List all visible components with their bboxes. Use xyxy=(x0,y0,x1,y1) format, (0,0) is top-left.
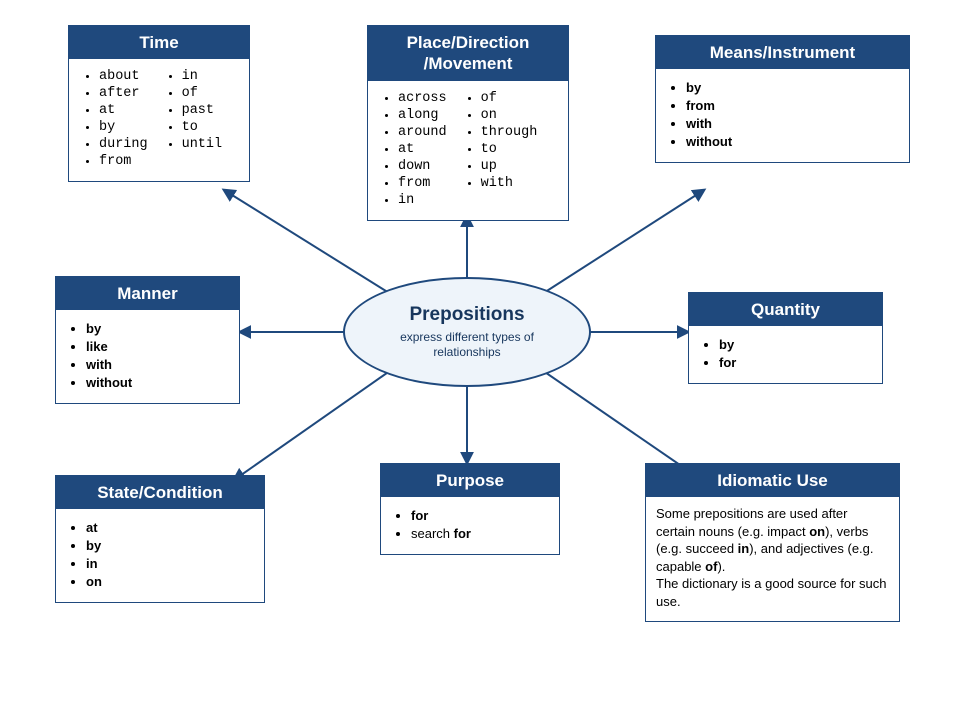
card-purpose-header: Purpose xyxy=(381,464,559,497)
word-item: in xyxy=(398,193,447,208)
arrow xyxy=(234,368,394,480)
word-item: about xyxy=(99,69,148,84)
example-item: at xyxy=(86,520,254,535)
word-item: in xyxy=(182,69,223,84)
word-item: along xyxy=(398,108,447,123)
example-item: with xyxy=(686,116,899,131)
example-item: by xyxy=(686,80,899,95)
card-manner: Manner by like with without xyxy=(55,276,240,404)
word-item: after xyxy=(99,86,148,101)
example-item: for xyxy=(411,508,549,523)
word-item: through xyxy=(481,125,538,140)
word-item: up xyxy=(481,159,538,174)
example-item: without xyxy=(86,375,229,390)
card-idiomatic-body: Some prepositions are used after certain… xyxy=(646,497,899,620)
word-item: until xyxy=(182,137,223,152)
card-place: Place/Direction/Movement across along arou… xyxy=(367,25,569,221)
card-time-body: about after at by during from in of past to until xyxy=(79,67,239,171)
card-idiomatic: Idiomatic Use Some prepositions are used… xyxy=(645,463,900,622)
card-time-header: Time xyxy=(69,26,249,59)
word-item: of xyxy=(182,86,223,101)
word-item: to xyxy=(182,120,223,135)
word-item: at xyxy=(398,142,447,157)
word-item: at xyxy=(99,103,148,118)
center-subtitle: express different types of relationships xyxy=(365,330,569,360)
center-title: Prepositions xyxy=(409,304,524,326)
word-item: across xyxy=(398,91,447,106)
example-item: by xyxy=(86,321,229,336)
example-item: on xyxy=(86,574,254,589)
example-item: with xyxy=(86,357,229,372)
word-item: of xyxy=(481,91,538,106)
card-purpose: Purpose for search for xyxy=(380,463,560,555)
card-means: Means/Instrument by from with without xyxy=(655,35,910,163)
word-item: around xyxy=(398,125,447,140)
word-item: with xyxy=(481,176,538,191)
example-item: in xyxy=(86,556,254,571)
word-item: past xyxy=(182,103,223,118)
card-quantity-header: Quantity xyxy=(689,293,882,326)
center-oval: Prepositions express different types of … xyxy=(343,277,591,387)
card-manner-body: by like with without xyxy=(66,321,229,390)
card-means-body: by from with without xyxy=(666,80,899,149)
example-item: like xyxy=(86,339,229,354)
example-item: by xyxy=(719,337,872,352)
example-item: for xyxy=(719,355,872,370)
card-manner-header: Manner xyxy=(56,277,239,310)
card-time: Time about after at by during from in of past to u… xyxy=(68,25,250,182)
diagram-stage: Prepositions express different types of … xyxy=(0,0,960,720)
paragraph: Some prepositions are used after certain… xyxy=(656,505,889,575)
card-idiomatic-header: Idiomatic Use xyxy=(646,464,899,497)
card-place-body: across along around at down from in of on through… xyxy=(378,89,558,210)
word-item: on xyxy=(481,108,538,123)
card-state: State/Condition at by in on xyxy=(55,475,265,603)
card-state-body: at by in on xyxy=(66,520,254,589)
card-quantity-body: by for xyxy=(699,337,872,370)
example-item: by xyxy=(86,538,254,553)
paragraph: The dictionary is a good source for such… xyxy=(656,575,889,610)
card-place-header: Place/Direction/Movement xyxy=(368,26,568,81)
word-item: from xyxy=(398,176,447,191)
example-item: from xyxy=(686,98,899,113)
card-purpose-body: for search for xyxy=(391,508,549,541)
arrow xyxy=(539,368,696,476)
card-quantity: Quantity by for xyxy=(688,292,883,384)
word-item: from xyxy=(99,154,148,169)
example-item: without xyxy=(686,134,899,149)
word-item: to xyxy=(481,142,538,157)
word-item: down xyxy=(398,159,447,174)
word-item: during xyxy=(99,137,148,152)
card-means-header: Means/Instrument xyxy=(656,36,909,69)
card-state-header: State/Condition xyxy=(56,476,264,509)
word-item: by xyxy=(99,120,148,135)
example-item: search for xyxy=(411,526,549,541)
